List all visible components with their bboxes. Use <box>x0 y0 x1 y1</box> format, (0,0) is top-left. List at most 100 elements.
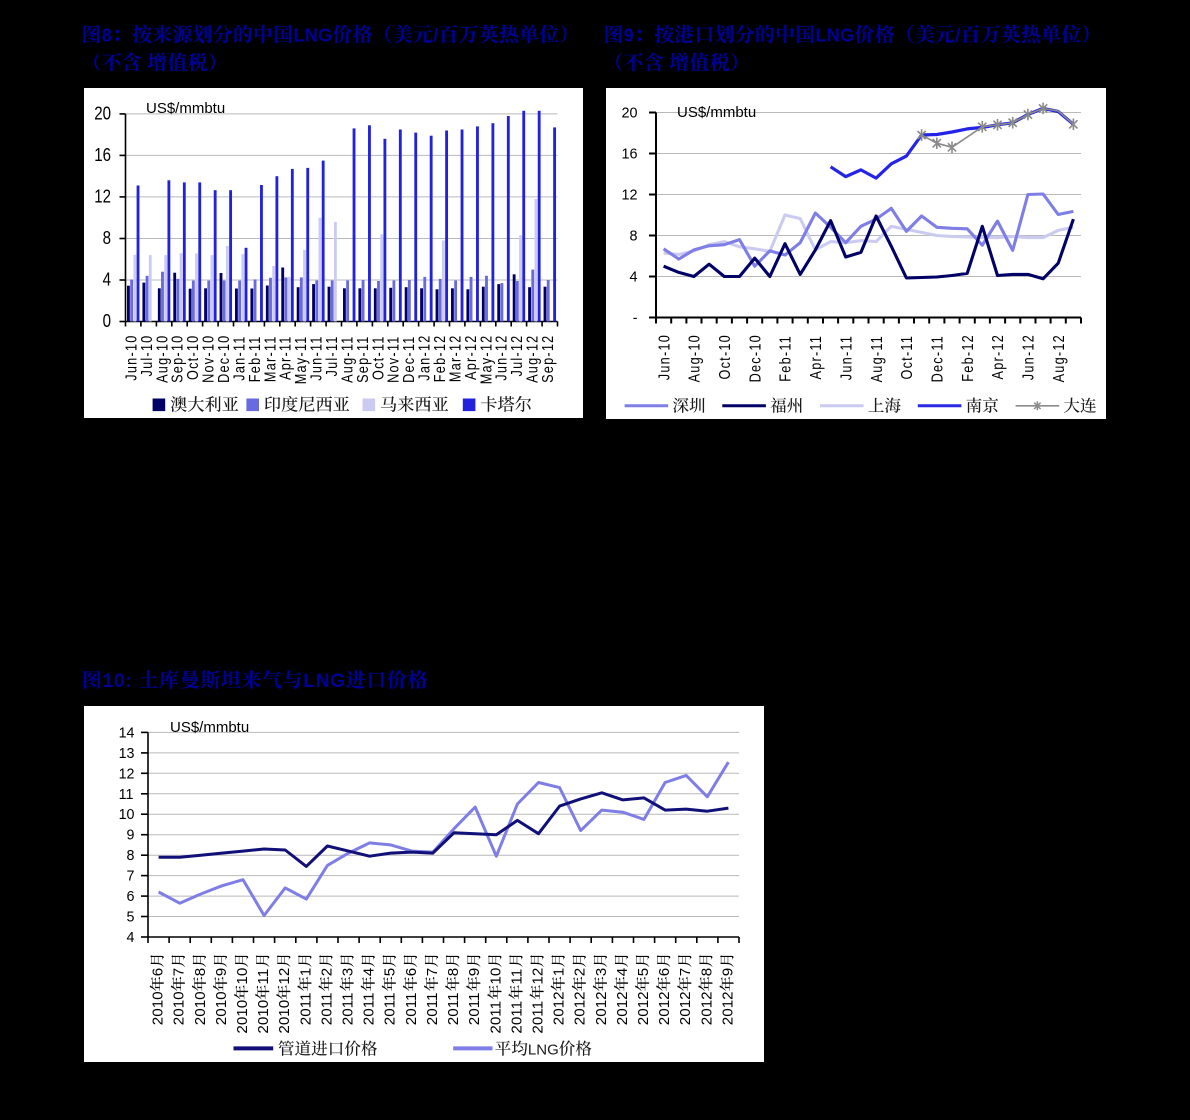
svg-text:4: 4 <box>127 930 135 946</box>
svg-text:Apr-11: Apr-11 <box>278 335 295 380</box>
svg-text:Aug-10: Aug-10 <box>154 335 171 383</box>
svg-text:Aug-12: Aug-12 <box>524 335 541 383</box>
svg-text:Apr-12: Apr-12 <box>463 335 480 380</box>
svg-text:2011: 2011 <box>487 1001 504 1034</box>
svg-text:2012: 2012 <box>698 991 715 1025</box>
svg-text:Aug-11: Aug-11 <box>869 335 886 382</box>
svg-text:16: 16 <box>94 144 111 165</box>
svg-text:Feb-11: Feb-11 <box>778 335 795 382</box>
svg-text:Jun-11: Jun-11 <box>308 335 325 380</box>
svg-text:8: 8 <box>192 968 209 976</box>
svg-text:2: 2 <box>572 968 589 976</box>
svg-text:2011: 2011 <box>318 993 335 1026</box>
svg-text:5: 5 <box>382 968 399 976</box>
svg-text:2011: 2011 <box>297 993 314 1026</box>
svg-text:Dec-10: Dec-10 <box>216 335 233 383</box>
svg-text:2012: 2012 <box>572 991 589 1025</box>
svg-text:2011: 2011 <box>530 1001 547 1034</box>
svg-text:2011: 2011 <box>508 1001 525 1034</box>
svg-text:2011: 2011 <box>361 993 378 1026</box>
svg-text:20: 20 <box>622 106 638 122</box>
svg-text:LNG: LNG <box>303 671 346 692</box>
svg-text:2012: 2012 <box>614 991 631 1025</box>
svg-text:Jan-11: Jan-11 <box>231 335 248 380</box>
svg-text:6: 6 <box>656 968 673 976</box>
svg-text:1: 1 <box>297 968 314 976</box>
svg-text:11: 11 <box>119 787 134 803</box>
svg-text:Sep-11: Sep-11 <box>355 336 372 383</box>
svg-text:/: / <box>955 26 960 46</box>
svg-text:6: 6 <box>150 968 167 976</box>
svg-text:Jan-12: Jan-12 <box>416 335 433 381</box>
svg-text:Feb-12: Feb-12 <box>960 334 977 382</box>
svg-text:LNG: LNG <box>815 26 854 46</box>
svg-text:2011: 2011 <box>424 993 441 1026</box>
svg-text:6: 6 <box>403 968 420 976</box>
svg-text:5: 5 <box>635 968 652 976</box>
svg-text:Dec-11: Dec-11 <box>401 336 418 383</box>
svg-text:8: 8 <box>102 26 112 46</box>
svg-text:2010: 2010 <box>150 991 167 1025</box>
svg-text:11: 11 <box>508 969 525 985</box>
svg-text:12: 12 <box>119 766 135 782</box>
svg-text:12: 12 <box>622 188 638 204</box>
svg-text:2012: 2012 <box>677 991 694 1025</box>
svg-text:7: 7 <box>127 869 135 885</box>
svg-text:13: 13 <box>119 746 135 762</box>
svg-text:14: 14 <box>119 725 135 741</box>
svg-text:2011: 2011 <box>466 993 483 1026</box>
svg-text:Jun-12: Jun-12 <box>494 335 511 381</box>
svg-text:10: 10 <box>119 807 135 823</box>
svg-text:1: 1 <box>551 968 568 976</box>
svg-text:US$/mmbtu: US$/mmbtu <box>146 100 225 117</box>
svg-text:US$/mmbtu: US$/mmbtu <box>170 719 249 736</box>
svg-text:2011: 2011 <box>445 993 462 1026</box>
svg-text:Nov-10: Nov-10 <box>200 335 217 383</box>
svg-text:May-11: May-11 <box>293 336 310 385</box>
svg-text:2010: 2010 <box>213 991 230 1025</box>
svg-text:-: - <box>633 311 638 327</box>
svg-text:4: 4 <box>361 968 378 976</box>
svg-text:8: 8 <box>698 968 715 976</box>
svg-text:2011: 2011 <box>403 993 420 1026</box>
svg-text:Aug-10: Aug-10 <box>686 334 703 382</box>
svg-text:Apr-11: Apr-11 <box>808 335 825 380</box>
svg-text:9: 9 <box>719 968 736 976</box>
svg-text:Mar-12: Mar-12 <box>447 335 464 383</box>
svg-text:7: 7 <box>171 968 188 976</box>
svg-text:4: 4 <box>103 269 111 290</box>
svg-text:2012: 2012 <box>656 991 673 1025</box>
svg-text:Feb-12: Feb-12 <box>432 335 449 383</box>
svg-text:Oct-11: Oct-11 <box>370 335 387 380</box>
svg-text:Apr-12: Apr-12 <box>990 334 1007 379</box>
svg-text:7: 7 <box>677 968 694 976</box>
svg-text:9: 9 <box>213 968 230 976</box>
svg-text:US$/mmbtu: US$/mmbtu <box>677 104 756 121</box>
svg-text:LNG: LNG <box>293 26 332 46</box>
svg-text:Oct-10: Oct-10 <box>185 335 202 380</box>
svg-text:3: 3 <box>593 968 610 976</box>
svg-text:3: 3 <box>340 968 357 976</box>
svg-text:2012: 2012 <box>719 991 736 1025</box>
svg-text:Sep-10: Sep-10 <box>170 335 187 383</box>
svg-text:10: 10 <box>487 968 504 985</box>
svg-text:8: 8 <box>127 848 135 864</box>
svg-text:Jun-10: Jun-10 <box>123 335 140 381</box>
svg-text:Nov-11: Nov-11 <box>386 336 403 383</box>
svg-text:20: 20 <box>94 103 111 124</box>
svg-text:2012: 2012 <box>635 991 652 1025</box>
svg-text:2012: 2012 <box>551 991 568 1025</box>
svg-text:Jun-12: Jun-12 <box>1020 334 1037 380</box>
svg-text:2010: 2010 <box>234 1000 251 1034</box>
svg-text:10:: 10: <box>103 671 133 692</box>
svg-text:10: 10 <box>234 968 251 985</box>
svg-text:May-12: May-12 <box>478 335 495 385</box>
svg-text:Aug-12: Aug-12 <box>1051 334 1068 382</box>
svg-text:2010: 2010 <box>192 991 209 1025</box>
svg-text:5: 5 <box>127 910 135 926</box>
svg-text:4: 4 <box>614 968 631 976</box>
svg-text:Dec-10: Dec-10 <box>747 334 764 382</box>
svg-text:2012: 2012 <box>593 991 610 1025</box>
svg-text:12: 12 <box>530 968 547 985</box>
svg-text:Jul-10: Jul-10 <box>139 335 156 377</box>
